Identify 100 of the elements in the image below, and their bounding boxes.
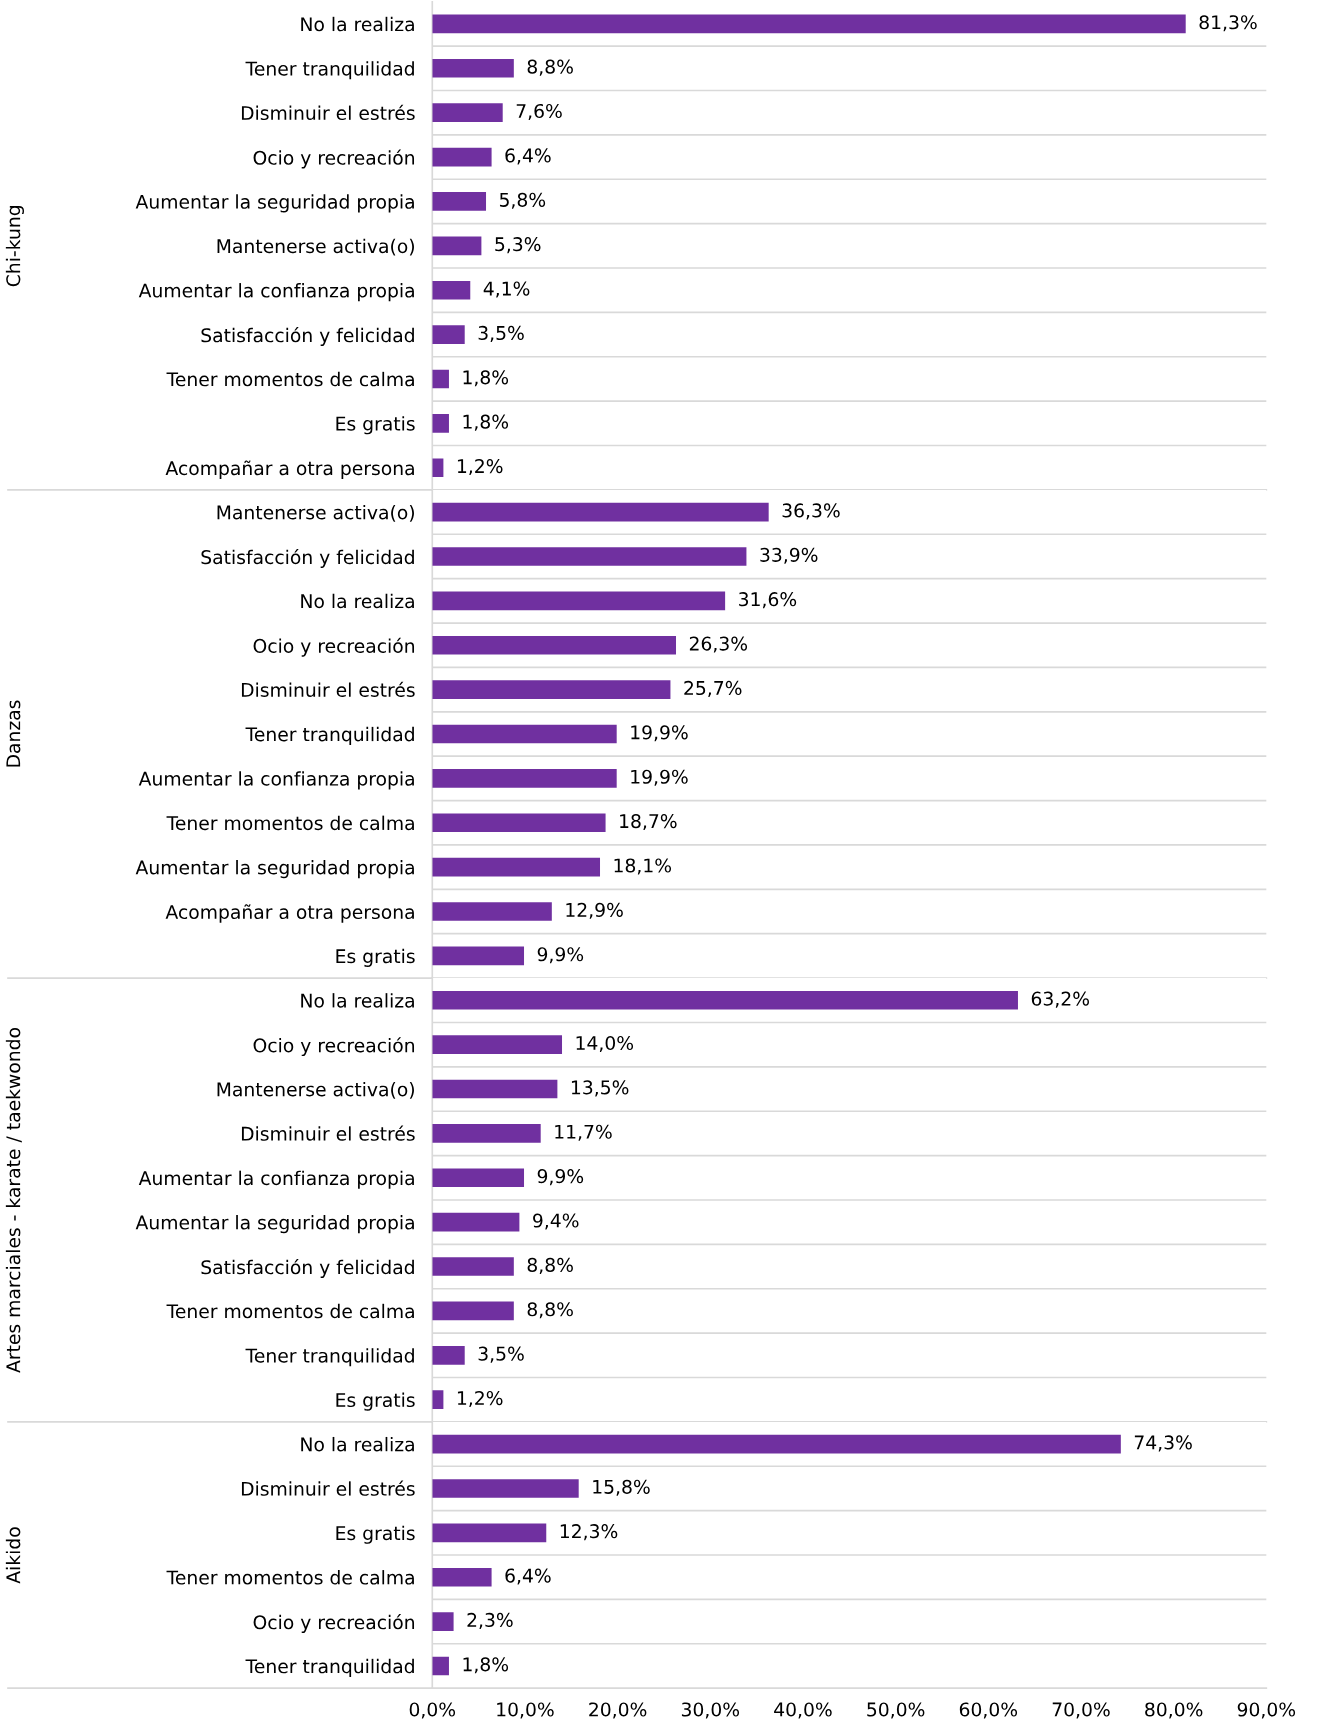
data-label: 15,8%: [593, 1479, 650, 1496]
y-tick-label: Es gratis: [336, 1525, 415, 1544]
y-tick-label: Aumentar la seguridad propia: [135, 194, 414, 213]
bar: [432, 990, 1018, 1010]
x-tick-label: 20,0%: [589, 1702, 647, 1719]
y-tick-label: Satisfacción y felicidad: [201, 1259, 414, 1278]
bar: [432, 1079, 558, 1099]
y-tick-label: No la realiza: [301, 1436, 414, 1452]
data-label: 36,3%: [782, 503, 840, 520]
x-tick-label: 10,0%: [497, 1702, 554, 1719]
data-label: 13,5%: [571, 1080, 629, 1097]
y-tick-label: Tener momentos de calma: [166, 1570, 414, 1585]
bar: [432, 58, 514, 78]
bar: [432, 369, 449, 389]
bar: [432, 14, 1186, 34]
bar: [432, 547, 747, 566]
data-label: 9,4%: [533, 1213, 579, 1230]
x-tick-label: 50,0%: [867, 1702, 925, 1719]
bar: [432, 902, 552, 921]
data-label: 81,3%: [1199, 15, 1257, 32]
data-label: 6,4%: [505, 1568, 551, 1585]
y-tick-label: No la realiza: [301, 593, 414, 609]
bar: [432, 1523, 547, 1543]
data-label: 63,2%: [1031, 991, 1089, 1008]
bar: [432, 680, 671, 699]
x-tick-label: 30,0%: [681, 1702, 740, 1719]
y-tick-label: Es gratis: [336, 416, 415, 435]
data-label: 8,8%: [527, 59, 573, 76]
data-label: 1,8%: [463, 1657, 509, 1674]
y-tick-label: Tener tranquilidad: [245, 61, 414, 80]
y-tick-label: Aumentar la confianza propia: [138, 771, 414, 790]
bar: [432, 1257, 514, 1276]
y-tick-label: Aumentar la seguridad propia: [135, 1215, 414, 1234]
data-label: 1,8%: [463, 370, 509, 387]
bar: [432, 724, 617, 744]
bar: [432, 414, 449, 433]
y-axis-title: Artes marciales - karate / taekwondo: [5, 1027, 22, 1373]
y-tick-label: Disminuir el estrés: [241, 681, 415, 698]
data-label: 74,3%: [1134, 1435, 1192, 1452]
y-tick-label: Aumentar la confianza propia: [138, 283, 414, 302]
y-tick-label: Disminuir el estrés: [241, 1480, 415, 1496]
y-tick-label: Disminuir el estrés: [241, 1125, 415, 1141]
y-tick-label: Tener momentos de calma: [166, 1303, 414, 1319]
x-tick-label: 70,0%: [1052, 1702, 1110, 1719]
bar: [432, 1479, 579, 1498]
y-tick-label: Acompañar a otra persona: [165, 904, 414, 923]
data-label: 8,8%: [527, 1302, 573, 1319]
y-tick-label: Es gratis: [336, 948, 415, 967]
data-label: 18,7%: [620, 814, 677, 831]
y-tick-label: Ocio y recreación: [253, 637, 415, 657]
bar: [432, 1124, 541, 1143]
data-label: 14,0%: [576, 1035, 634, 1053]
bar: [432, 1434, 1121, 1454]
bar: [432, 1390, 444, 1410]
y-tick-label: Acompañar a otra persona: [165, 460, 414, 479]
bar: [432, 1345, 465, 1365]
y-tick-label: Es gratis: [336, 1392, 415, 1411]
y-tick-label: No la realiza: [301, 993, 414, 1008]
bar: [432, 1168, 525, 1188]
y-axis-title: Chi-kung: [5, 206, 24, 287]
data-label: 6,4%: [505, 148, 551, 165]
data-label: 33,9%: [760, 547, 818, 564]
bar: [432, 1612, 454, 1631]
y-axis-title: Aikido: [5, 1527, 21, 1584]
data-label: 12,3%: [560, 1524, 618, 1541]
y-tick-label: Mantenerse activa(o): [217, 1081, 414, 1099]
bar: [432, 857, 601, 877]
bar: [432, 325, 465, 344]
y-tick-label: Tener momentos de calma: [166, 815, 414, 831]
data-label: 3,5%: [478, 1346, 524, 1363]
bar: [432, 591, 726, 611]
data-label: 3,5%: [478, 325, 524, 342]
bar: [432, 1301, 514, 1321]
y-tick-label: Satisfacción y felicidad: [201, 327, 414, 346]
data-label: 5,8%: [499, 192, 546, 209]
data-label: 1,8%: [463, 414, 509, 431]
bar: [432, 769, 617, 788]
y-tick-label: Disminuir el estrés: [241, 104, 415, 121]
y-tick-label: Aumentar la confianza propia: [138, 1170, 414, 1189]
bar: [432, 192, 487, 211]
data-label: 26,3%: [689, 636, 748, 653]
data-label: 4,1%: [483, 281, 530, 298]
bar: [432, 502, 769, 522]
bar: [432, 103, 503, 122]
bar: [432, 458, 444, 478]
y-tick-label: No la realiza: [301, 16, 414, 32]
y-tick-label: Tener tranquilidad: [245, 726, 414, 746]
y-tick-label: Ocio y recreación: [253, 149, 415, 169]
bar: [432, 1212, 520, 1232]
data-label: 2,3%: [467, 1612, 513, 1629]
bar: [432, 147, 492, 167]
data-label: 11,7%: [555, 1124, 612, 1141]
data-label: 19,9%: [631, 769, 688, 786]
data-label: 31,6%: [739, 592, 797, 609]
y-tick-label: Tener tranquilidad: [245, 1658, 414, 1677]
y-tick-label: Ocio y recreación: [253, 1614, 415, 1633]
bar: [432, 1035, 563, 1054]
x-tick-label: 60,0%: [959, 1702, 1018, 1719]
x-tick-label: 80,0%: [1145, 1702, 1203, 1719]
y-axis-title: Danzas: [6, 700, 21, 767]
